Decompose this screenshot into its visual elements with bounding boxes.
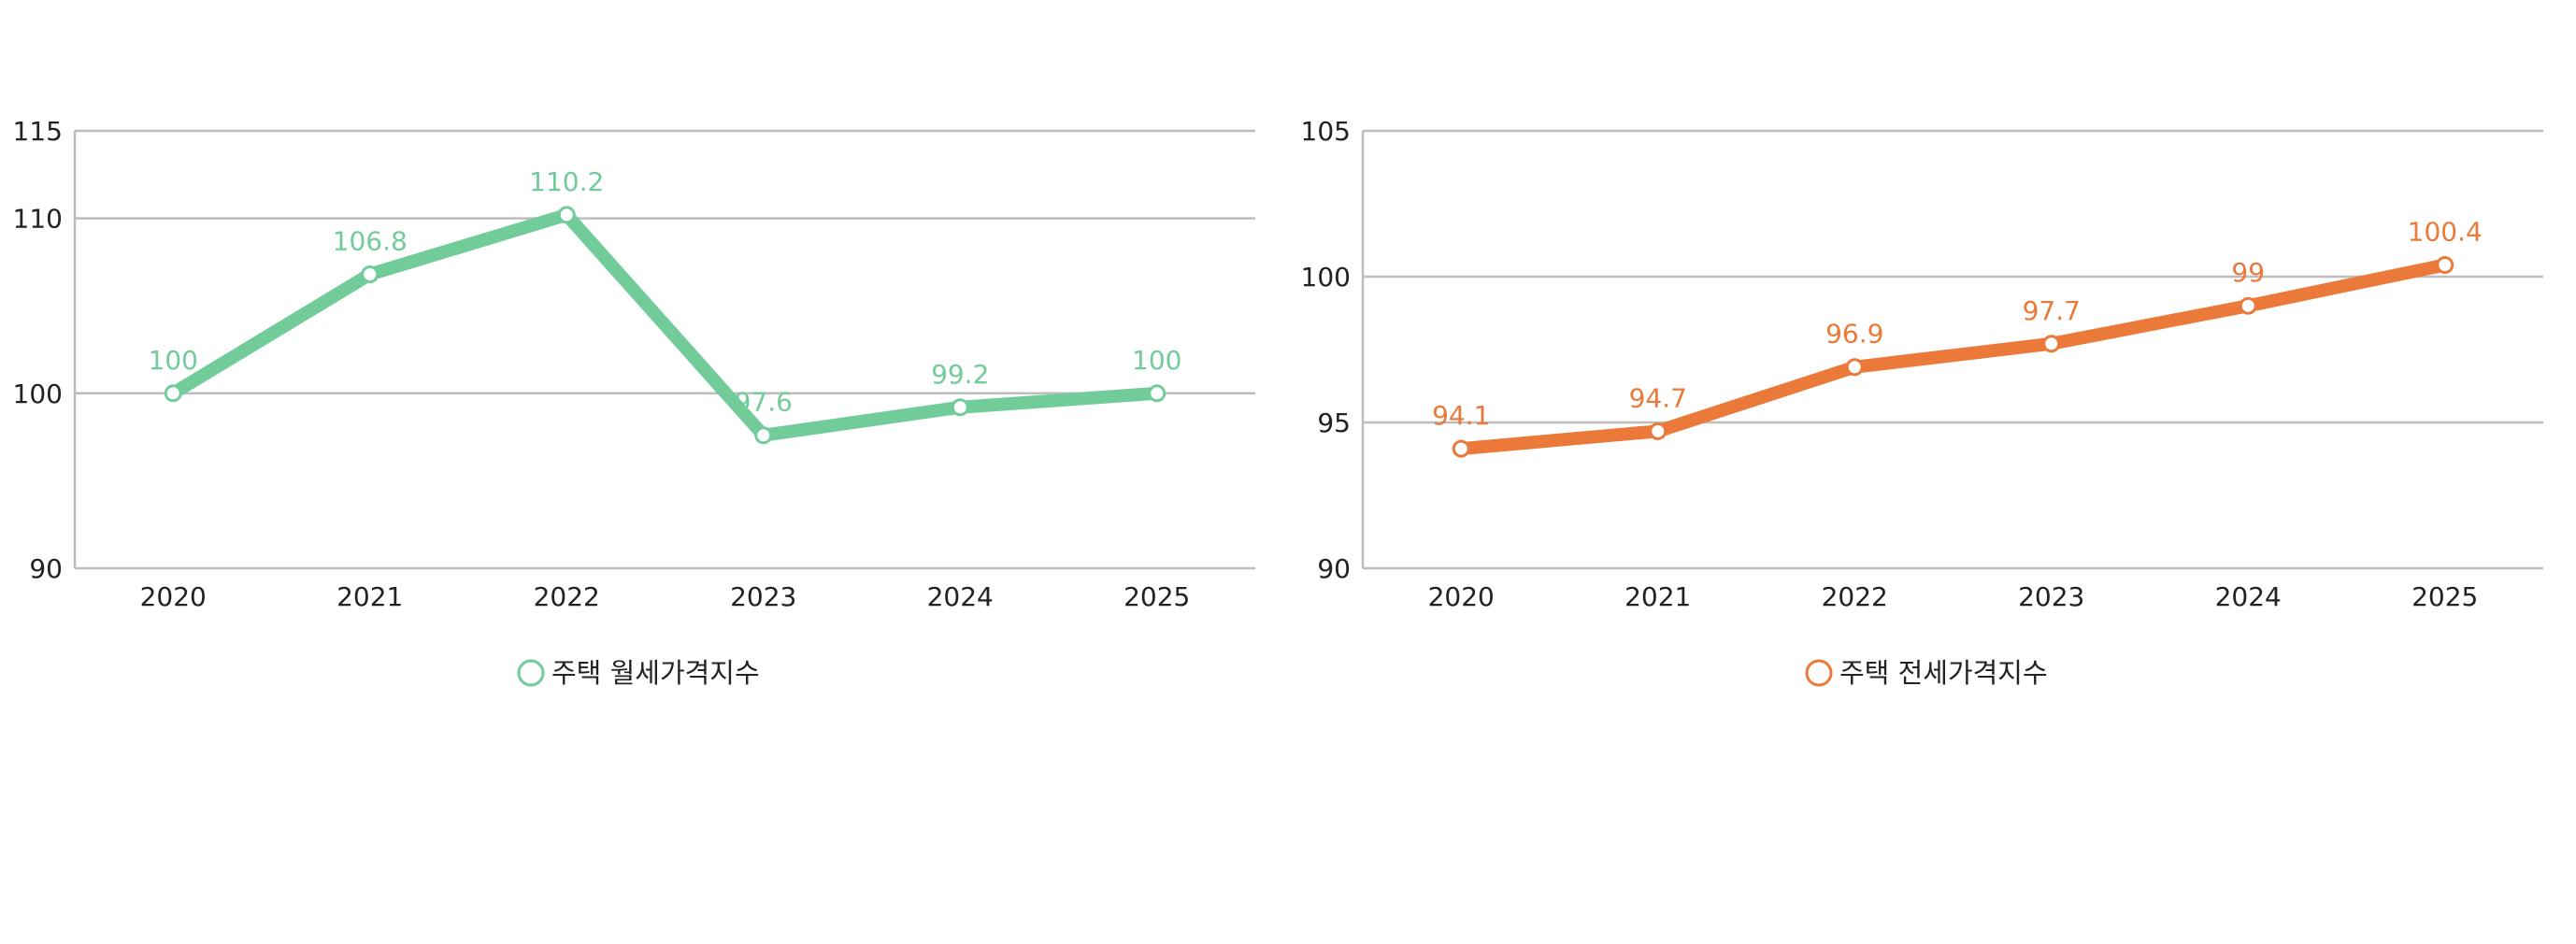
x-tick-label: 2020 [1428,581,1495,612]
data-label: 106.8 [333,226,408,257]
monthly-rent-index-chart: 90 100 110 115 2020 2021 2022 2023 2024 2025 100 10… [13,116,1255,689]
x-tick-label: 2023 [2018,581,2084,612]
y-tick-label: 90 [29,553,63,584]
data-point [164,384,182,403]
x-tick-label: 2025 [2411,581,2478,612]
y-tick-label: 100 [13,379,63,409]
data-point [1845,358,1864,377]
x-tick-label: 2024 [927,581,994,612]
y-tick-label: 110 [13,204,63,235]
x-tick-label: 2023 [730,581,796,612]
data-label: 94.1 [1432,400,1490,431]
legend-marker [1805,659,1833,687]
x-tick-label: 2022 [534,581,600,612]
data-label: 97.7 [2023,295,2081,326]
data-point [2436,256,2454,275]
data-label: 100 [149,345,198,376]
data-point [1649,422,1667,440]
y-tick-label: 115 [13,116,63,147]
y-tick-label: 90 [1317,553,1351,584]
data-point [557,206,576,224]
x-tick-label: 2022 [1822,581,1888,612]
legend-label: 주택 전세가격지수 [1839,657,2048,689]
data-label: 97.6 [735,387,793,418]
data-point [2239,296,2257,315]
legend-marker [517,659,545,687]
data-point [2042,335,2061,353]
data-point [361,265,379,284]
data-label: 99 [2231,257,2265,288]
y-tick-label: 105 [1301,116,1351,147]
data-label: 110.2 [529,166,604,197]
legend-label: 주택 월세가격지수 [551,657,760,689]
y-tick-label: 100 [1301,262,1351,293]
data-label: 96.9 [1825,319,1883,350]
data-label: 94.7 [1629,382,1687,413]
data-label: 100.4 [2408,217,2483,248]
data-point [754,426,773,445]
x-tick-label: 2024 [2215,581,2282,612]
x-tick-label: 2021 [1624,581,1691,612]
data-label: 99.2 [931,359,989,390]
series-line [169,207,1158,443]
jeonse-index-chart: 90 95 100 105 2020 2021 2022 2023 2024 2025 94.1 94… [1301,116,2543,689]
data-point [951,398,969,417]
y-tick-label: 95 [1317,408,1351,438]
x-tick-label: 2025 [1123,581,1190,612]
data-label: 100 [1132,345,1181,376]
data-point [1148,384,1166,403]
x-tick-label: 2020 [140,581,207,612]
series-line [1460,258,2447,456]
data-point [1452,439,1470,458]
x-tick-label: 2021 [336,581,403,612]
